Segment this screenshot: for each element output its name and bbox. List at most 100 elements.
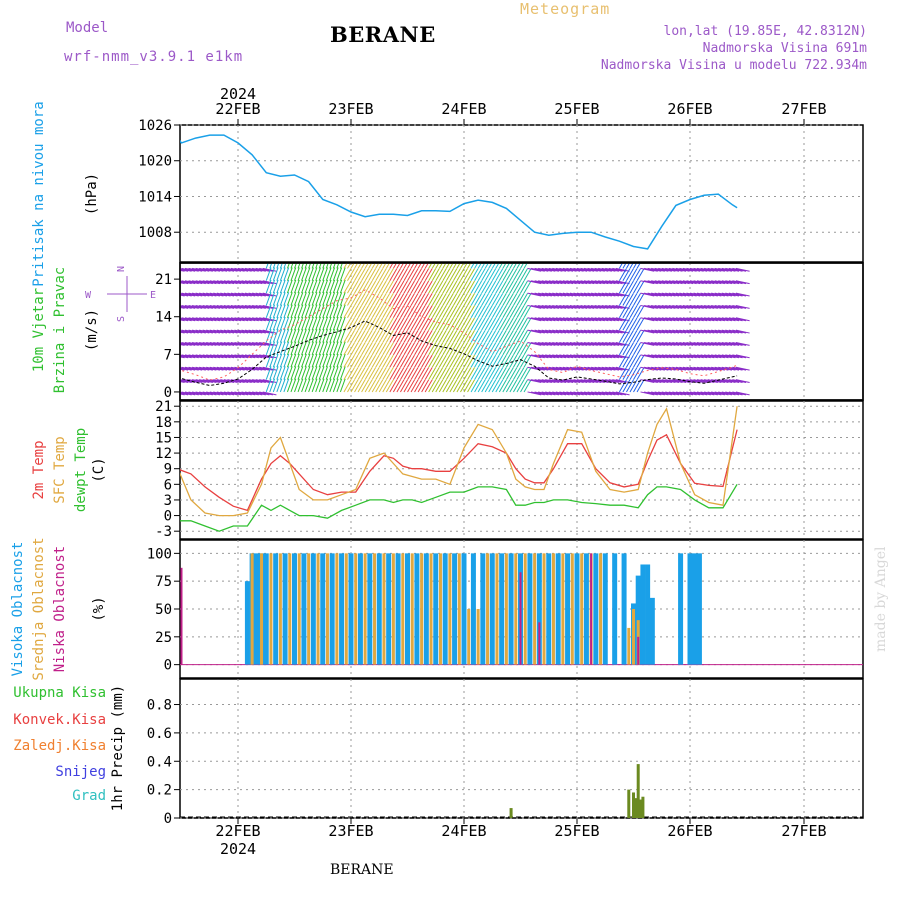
wind-barb — [445, 280, 454, 294]
bottom-day-label: 26FEB — [667, 822, 712, 840]
wind-barb — [520, 268, 528, 281]
wind-barb — [470, 263, 475, 269]
wind-barb — [640, 391, 655, 396]
wind-barb — [491, 263, 496, 269]
wind-barb — [505, 317, 514, 331]
wind-barb — [460, 268, 468, 281]
top-day-label: 24FEB — [441, 100, 486, 118]
wind-barb — [707, 366, 722, 371]
wind-barb — [679, 280, 694, 285]
wind-barb — [573, 292, 588, 297]
wind-barb — [294, 263, 297, 269]
top-day-label: 22FEB — [215, 100, 260, 118]
wind-barb — [704, 354, 718, 359]
wind-barb — [569, 280, 584, 285]
wind-barb — [241, 304, 256, 309]
wind-barb — [509, 305, 518, 319]
wind-barb — [477, 263, 482, 269]
compass-north: N — [116, 266, 127, 272]
wind-barb — [206, 317, 221, 322]
wind-barb — [188, 379, 203, 383]
precip-legend-item: Konvek.Kisa — [13, 712, 106, 728]
wind-barb — [633, 342, 641, 356]
wind-barb — [202, 391, 217, 396]
wind-barb — [491, 293, 500, 306]
wind-barb — [505, 305, 514, 319]
wind-barb — [728, 267, 743, 272]
wind-barb — [675, 304, 690, 309]
wind-barb — [583, 267, 598, 272]
wind-barb — [725, 329, 740, 334]
wind-barb — [463, 268, 472, 281]
wind-barb — [389, 293, 398, 306]
wind-barb — [618, 317, 627, 331]
wind-barb — [587, 379, 602, 383]
wind-barb — [329, 353, 336, 368]
wind-barb — [587, 329, 602, 334]
wind-barb — [269, 304, 276, 318]
wind-barb — [636, 305, 645, 319]
wind-barb — [495, 293, 504, 306]
wind-barb — [530, 329, 545, 334]
wind-barb — [689, 317, 704, 322]
wind-barb — [272, 353, 279, 368]
wind-barb — [594, 292, 609, 297]
wind-barb — [566, 292, 581, 297]
wind-barb — [188, 329, 203, 334]
wind-barb — [707, 304, 722, 309]
wind-barb — [400, 293, 408, 306]
wind-barb — [244, 342, 259, 346]
wind-barb — [265, 341, 272, 356]
wind-barb — [241, 267, 256, 272]
wind-barb — [371, 342, 380, 356]
wind-barb — [509, 379, 518, 393]
wind-barb — [417, 379, 426, 393]
wind-barb — [548, 280, 563, 285]
wind-barb — [315, 279, 321, 294]
wind-barb — [580, 267, 595, 272]
wind-barb — [354, 367, 362, 380]
wind-barb — [428, 354, 437, 368]
wind-barb — [403, 293, 412, 306]
wind-barb — [647, 304, 662, 309]
wind-barb — [248, 292, 263, 297]
wind-barb — [329, 267, 336, 281]
wind-barb — [654, 342, 669, 346]
wind-barb — [283, 366, 290, 380]
wind-barb — [276, 353, 283, 368]
wind-barb — [382, 354, 391, 368]
bottom-day-label: 24FEB — [441, 822, 486, 840]
wind-barb — [721, 354, 736, 359]
wind-barb — [262, 292, 277, 297]
wind-barb — [301, 279, 307, 294]
wind-barb — [206, 329, 221, 334]
wind-barb — [569, 391, 584, 396]
wind-barb — [534, 354, 549, 359]
wind-barb — [672, 366, 687, 371]
wind-barb — [442, 317, 451, 331]
wind-barb — [184, 267, 199, 272]
wind-barb — [633, 293, 641, 306]
wind-barb — [520, 305, 528, 319]
wind-barb — [714, 366, 729, 371]
wind-barb — [573, 304, 588, 309]
wind-barb — [184, 317, 199, 322]
wind-axis-title: 10m Vjetar — [31, 288, 47, 372]
wind-barb — [502, 305, 511, 319]
wind-panel-frame — [179, 262, 864, 401]
wind-barb — [654, 366, 669, 371]
wind-barb — [665, 304, 680, 309]
wind-barb — [449, 317, 458, 331]
wind-barb — [199, 391, 213, 396]
wind-barb — [308, 316, 314, 331]
wind-barb — [382, 305, 391, 319]
wind-barb — [711, 379, 725, 383]
wind-barb — [618, 293, 627, 306]
wind-barb — [269, 292, 276, 306]
wind-barb — [400, 268, 408, 281]
wind-barb — [711, 354, 725, 359]
wind-barb — [693, 342, 708, 346]
precip_total-bar — [634, 798, 638, 818]
wind-barb — [651, 267, 665, 272]
wind-barb — [180, 269, 189, 272]
